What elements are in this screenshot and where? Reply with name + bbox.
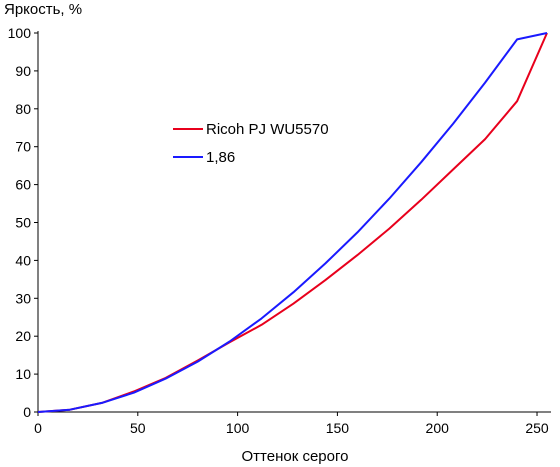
x-tick-label: 250 (525, 420, 549, 436)
series-lines (37, 32, 548, 413)
y-axis-title: Яркость, % (4, 1, 82, 18)
x-axis-title: Оттенок серого (242, 448, 349, 465)
y-tick-label: 20 (15, 328, 31, 344)
x-tick-label: 0 (34, 420, 42, 436)
x-axis: 0 50 100 150 200 250 (34, 412, 549, 436)
plot-area (37, 31, 551, 413)
y-tick-label: 100 (8, 25, 32, 41)
x-tick-label: 150 (326, 420, 350, 436)
y-tick-label: 90 (15, 63, 31, 79)
legend-label-0: Ricoh PJ WU5570 (206, 121, 329, 138)
x-tick-label: 100 (226, 420, 250, 436)
series-line-0 (37, 32, 548, 413)
y-tick-label: 50 (15, 215, 31, 231)
y-tick-label: 30 (15, 290, 31, 306)
legend-label-1: 1,86 (206, 149, 235, 166)
y-tick-label: 70 (15, 139, 31, 155)
y-tick-label: 40 (15, 252, 31, 268)
series-line-1 (37, 32, 548, 413)
legend: Ricoh PJ WU5570 1,86 (173, 121, 329, 166)
x-tick-label: 200 (426, 420, 450, 436)
y-axis: 0 10 20 30 40 50 60 70 80 90 100 (8, 25, 38, 420)
y-tick-label: 10 (15, 366, 31, 382)
y-tick-label: 80 (15, 101, 31, 117)
y-tick-label: 60 (15, 177, 31, 193)
x-tick-label: 50 (130, 420, 146, 436)
y-tick-label: 0 (23, 404, 31, 420)
